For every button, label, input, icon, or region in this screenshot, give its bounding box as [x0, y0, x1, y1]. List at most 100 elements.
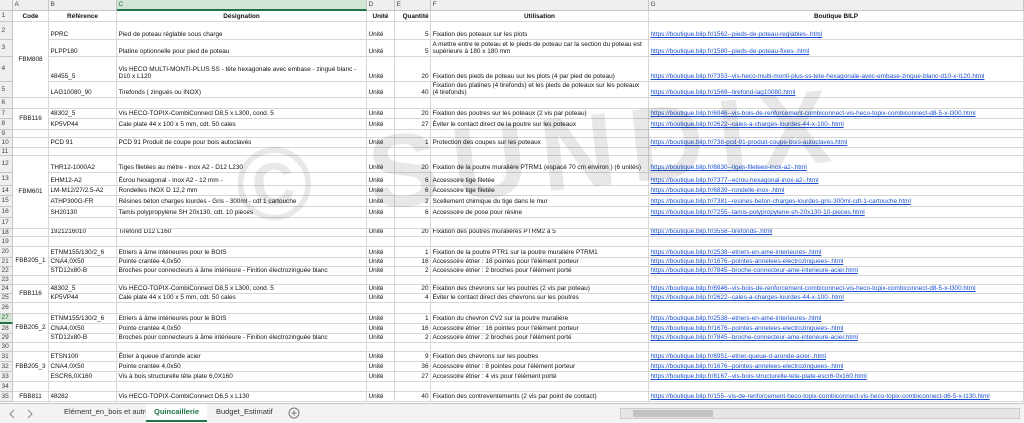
- cell[interactable]: https://boutique.bilp.fr/6830--tiges-fil…: [649, 156, 1024, 173]
- row-number: 25: [0, 294, 13, 303]
- cell-text[interactable]: https://boutique.bilp.fr/6839--rondelle-…: [650, 187, 785, 195]
- cell: [13, 98, 49, 109]
- cell-text[interactable]: https://boutique.bilp.fr/2622--cales-a-c…: [650, 294, 844, 302]
- row-number-text: 22: [1, 267, 9, 275]
- cell-text[interactable]: https://boutique.bilp.fr/6946--vis-bois-…: [650, 285, 976, 293]
- cell: [49, 343, 117, 352]
- cell: ETNM155/130/2_6: [49, 247, 117, 258]
- cell: Vis HECO-TOPIX-CombiConnect D8,5 x L300,…: [117, 109, 367, 119]
- cell[interactable]: https://boutique.bilp.fr/6951--etrier-qu…: [649, 352, 1024, 362]
- cell-text[interactable]: https://boutique.bilp.fr/2622--cales-a-c…: [650, 121, 844, 129]
- cell: [13, 276, 49, 285]
- sheet-tab[interactable]: Quincaillerie: [146, 404, 208, 422]
- cell[interactable]: https://boutique.bilp.fr/6946--vis-bois-…: [649, 109, 1024, 119]
- cell[interactable]: https://boutique.bilp.fr/7845--broche-co…: [649, 334, 1024, 343]
- cell: Unité: [367, 324, 395, 334]
- cell: [13, 148, 49, 156]
- cell[interactable]: https://boutique.bilp.fr/2622--cales-a-c…: [649, 294, 1024, 303]
- sheet-tab-text[interactable]: Budget_Estimatif: [216, 407, 273, 416]
- cell: Cale plate 44 x 100 x 5 mm, cdt. 50 cale…: [117, 294, 367, 303]
- column-header-text: F: [432, 1, 437, 9]
- cell-text[interactable]: https://boutique.bilp.fr/6946--vis-bois-…: [650, 110, 976, 118]
- cell[interactable]: https://boutique.bilp.fr/6839--rondelle-…: [649, 186, 1024, 196]
- row-number: 12: [0, 156, 13, 173]
- cell[interactable]: https://boutique.bilp.fr/7377--ecrou-hex…: [649, 173, 1024, 186]
- cell-text[interactable]: https://boutique.bilp.fr/7845--broche-co…: [650, 334, 858, 342]
- row-number: 33: [0, 372, 13, 382]
- cell-text[interactable]: https://boutique.bilp.fr/738-pcd-91-prod…: [650, 139, 848, 147]
- corner: [0, 0, 13, 11]
- cell-text[interactable]: https://boutique.bilp.fr/7377--ecrou-hex…: [650, 177, 819, 185]
- add-sheet[interactable]: [287, 406, 301, 420]
- cell[interactable]: https://boutique.bilp.fr/3558--tirefonds…: [649, 229, 1024, 237]
- cell-text[interactable]: https://boutique.bilp.fr/1580--pieds-de-…: [650, 48, 810, 56]
- cell: [13, 303, 49, 314]
- cell-text[interactable]: https://boutique.bilp.fr/1676--pointes-a…: [650, 258, 844, 266]
- cell: 16: [395, 324, 431, 334]
- cell-text[interactable]: https://boutique.bilp.fr/1676--pointes-a…: [650, 363, 844, 371]
- cell-text[interactable]: https://boutique.bilp.fr/8167--vis-bois-…: [650, 373, 867, 381]
- cell[interactable]: https://boutique.bilp.fr/6946--vis-bois-…: [649, 285, 1024, 294]
- cell[interactable]: https://boutique.bilp.fr/7845--broche-co…: [649, 267, 1024, 276]
- cell-text[interactable]: https://boutique.bilp.fr/2538--etriers-e…: [650, 249, 822, 257]
- cell-text: Accessoire étrier : 2 broches pour l'élé…: [432, 334, 572, 342]
- cell[interactable]: https://boutique.bilp.fr/7381--resines-b…: [649, 196, 1024, 207]
- cell-text[interactable]: https://boutique.bilp.fr/1569--tirefond-…: [650, 89, 796, 97]
- cell-text[interactable]: https://boutique.bilp.fr/6951--etrier-qu…: [650, 353, 826, 361]
- cell[interactable]: https://boutique.bilp.fr/2538--etriers-e…: [649, 247, 1024, 258]
- cell: Fixation de la poutre PTR1 sur la poutre…: [431, 247, 649, 258]
- cell-text[interactable]: https://boutique.bilp.fr/155--vis-de-ren…: [650, 393, 990, 401]
- cell: THR12-1000A2: [49, 156, 117, 173]
- cell: Unité: [367, 196, 395, 207]
- column-header-text: C: [118, 0, 124, 8]
- cell[interactable]: https://boutique.bilp.fr/1580--pieds-de-…: [649, 40, 1024, 57]
- cell[interactable]: https://boutique.bilp.fr/2622--cales-a-c…: [649, 119, 1024, 130]
- cell: [13, 138, 49, 148]
- cell[interactable]: https://boutique.bilp.fr/8167--vis-bois-…: [649, 372, 1024, 382]
- sheet-tab-text[interactable]: Elément_en_bois et autres: [64, 407, 154, 416]
- cell-text: Broches pour connecteurs à âme intérieur…: [118, 334, 328, 342]
- sheet-tab[interactable]: Elément_en_bois et autres: [56, 404, 161, 420]
- tab-nav[interactable]: [6, 405, 46, 423]
- cell-text: Tirefonds ( zingués ou INOX): [118, 89, 202, 97]
- cell-text[interactable]: https://boutique.bilp.fr/7255--tamis-pol…: [650, 209, 865, 217]
- cell[interactable]: https://boutique.bilp.fr/1676--pointes-a…: [649, 258, 1024, 267]
- cell[interactable]: https://boutique.bilp.fr/155--vis-de-ren…: [649, 392, 1024, 402]
- cell: Unité: [367, 258, 395, 267]
- cell: Tirefond D12 L160: [117, 229, 367, 237]
- cell-text[interactable]: https://boutique.bilp.fr/2538--etriers-e…: [650, 315, 822, 323]
- cell-text: 36: [421, 363, 429, 371]
- cell-text: Fixation des pieds de poteau sur les plo…: [432, 73, 615, 81]
- row-number-text: 24: [1, 285, 9, 293]
- cell[interactable]: https://boutique.bilp.fr/7255--tamis-pol…: [649, 207, 1024, 218]
- sheet-tab[interactable]: Budget_Estimatif: [208, 404, 281, 420]
- cell: [49, 382, 117, 392]
- cell: 48302_5: [49, 109, 117, 119]
- row-number: 8: [0, 119, 13, 130]
- merged-code-cell-text: FBB205_2: [15, 324, 46, 332]
- cell-text: 1: [424, 139, 429, 147]
- cell: Unité: [367, 392, 395, 402]
- h-scrollbar[interactable]: [620, 408, 1020, 419]
- cell[interactable]: https://boutique.bilp.fr/1676--pointes-a…: [649, 324, 1024, 334]
- cell: [395, 303, 431, 314]
- cell[interactable]: https://boutique.bilp.fr/1569--tirefond-…: [649, 82, 1024, 98]
- cell-text: Fixation des platines (4 tirefonds) et l…: [432, 82, 640, 97]
- cell-text[interactable]: https://boutique.bilp.fr/1676--pointes-a…: [650, 325, 844, 333]
- cell[interactable]: https://boutique.bilp.fr/1676--pointes-a…: [649, 362, 1024, 372]
- cell[interactable]: https://boutique.bilp.fr/2538--etriers-e…: [649, 314, 1024, 324]
- cell-text[interactable]: https://boutique.bilp.fr/7353--vis-heco-…: [650, 73, 985, 81]
- cell-text: Fixation des poteaux sur les plots: [432, 31, 528, 39]
- cell-text[interactable]: https://boutique.bilp.fr/7381--resines-b…: [650, 198, 911, 206]
- row-number-text: 25: [1, 294, 9, 302]
- row-number: 24: [0, 285, 13, 294]
- cell-text[interactable]: https://boutique.bilp.fr/6830--tiges-fil…: [650, 164, 807, 172]
- cell-text: 6: [424, 177, 429, 185]
- cell-text[interactable]: https://boutique.bilp.fr/1562--pieds-de-…: [650, 31, 823, 39]
- cell[interactable]: https://boutique.bilp.fr/1562--pieds-de-…: [649, 22, 1024, 40]
- cell-text[interactable]: https://boutique.bilp.fr/7845--broche-co…: [650, 267, 858, 275]
- cell[interactable]: https://boutique.bilp.fr/7353--vis-heco-…: [649, 57, 1024, 82]
- cell[interactable]: https://boutique.bilp.fr/738-pcd-91-prod…: [649, 138, 1024, 148]
- cell-text[interactable]: https://boutique.bilp.fr/3558--tirefonds…: [650, 229, 773, 236]
- sheet-tab-text[interactable]: Quincaillerie: [154, 407, 200, 416]
